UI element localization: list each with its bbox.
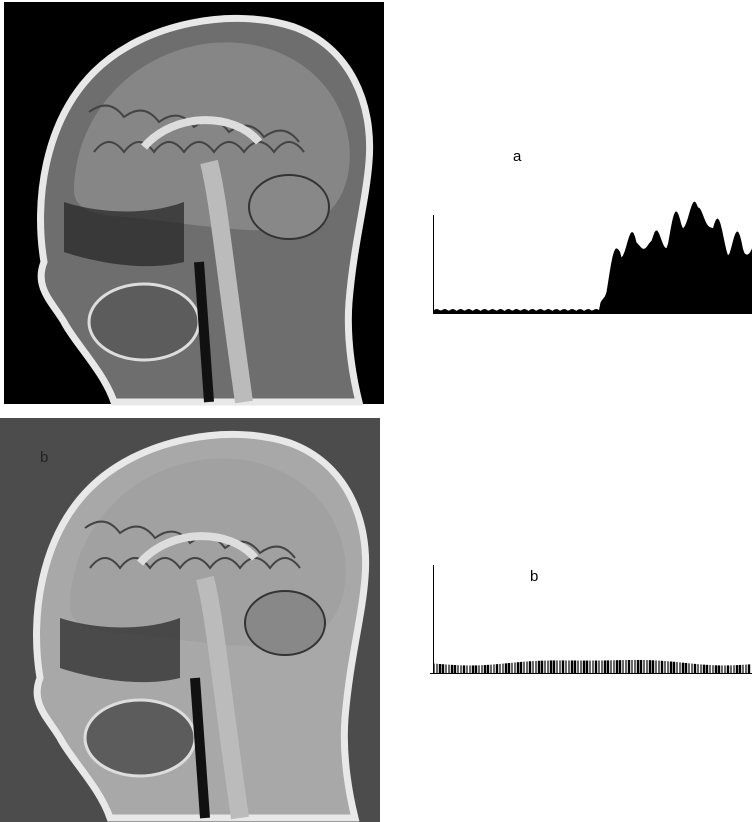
head-a — [41, 18, 370, 402]
histogram-label: b — [530, 568, 538, 585]
histogram-b — [434, 660, 749, 673]
page: b a b (() => { const data = JSON.parse(d… — [0, 0, 752, 822]
figure: b a b — [0, 0, 752, 822]
head-b — [37, 434, 366, 818]
image-label: b — [40, 449, 48, 466]
histogram-label: a — [513, 148, 522, 165]
histogram-a — [434, 202, 752, 313]
